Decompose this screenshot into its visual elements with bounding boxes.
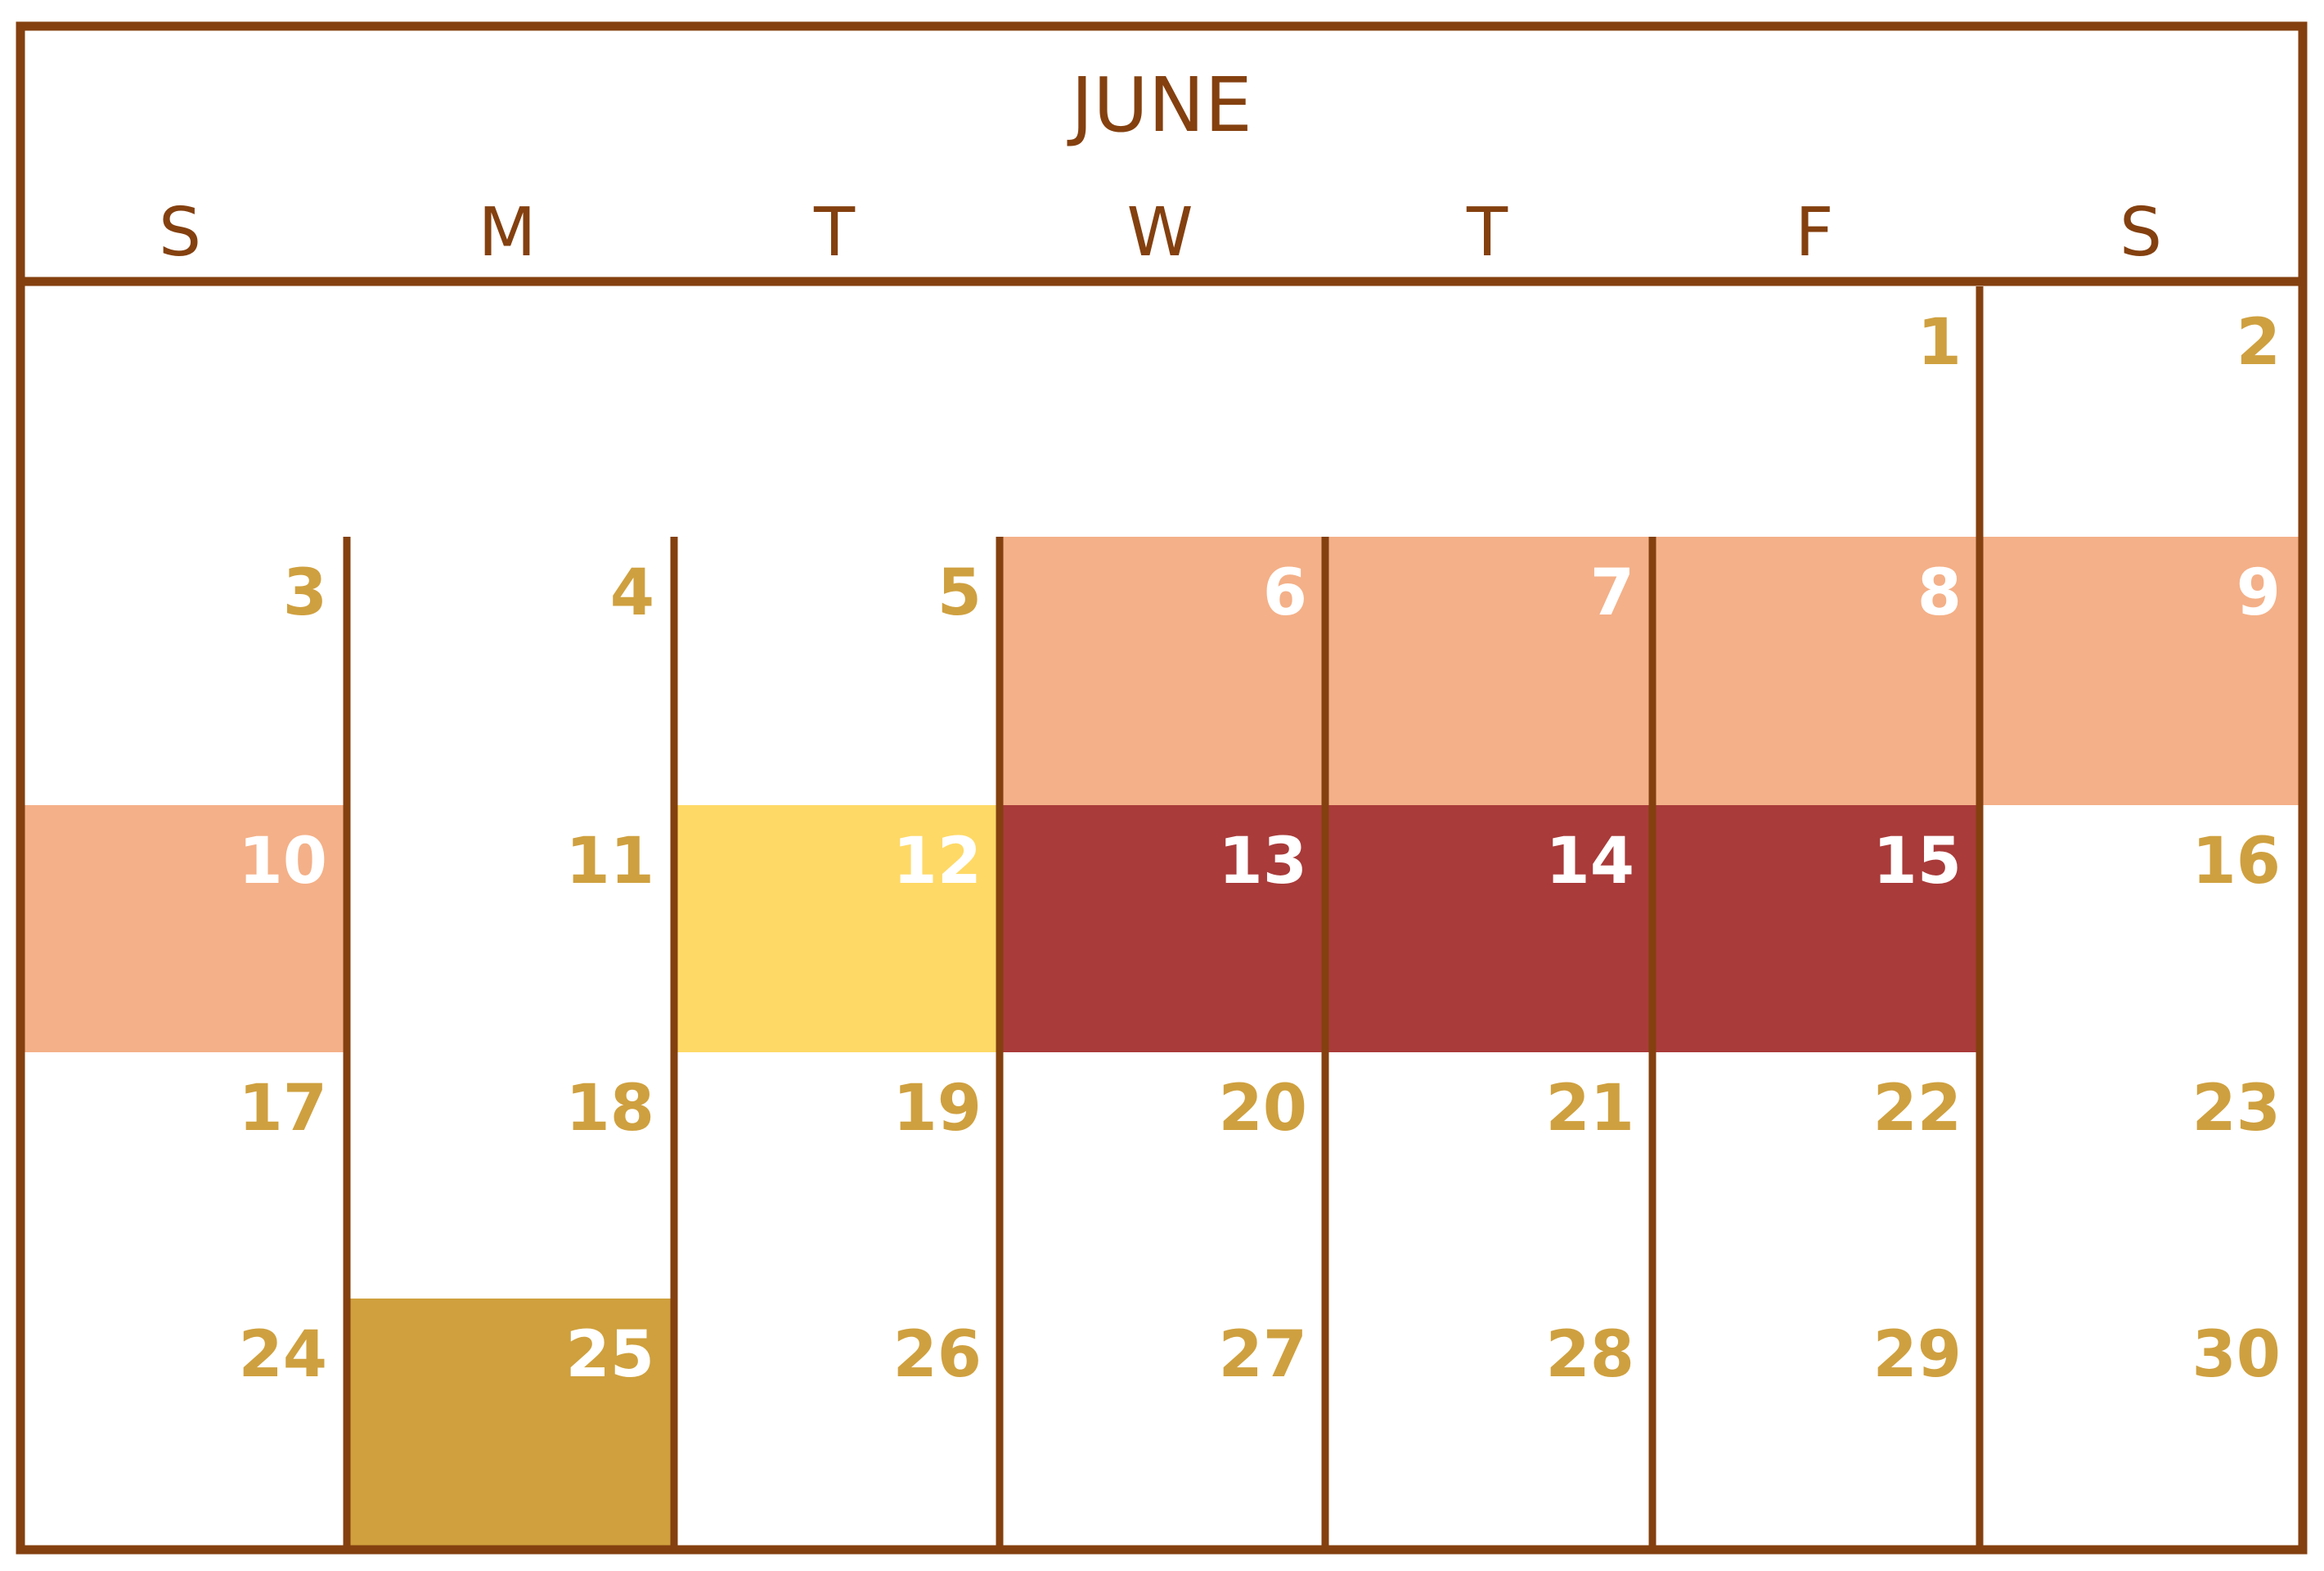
highlight-day-14 — [1325, 805, 1652, 1052]
day-21[interactable]: 21 — [1545, 1072, 1634, 1146]
day-22[interactable]: 22 — [1872, 1072, 1962, 1146]
day-8[interactable]: 8 — [1917, 556, 1962, 630]
day-15[interactable]: 15 — [1872, 825, 1962, 898]
month-title: JUNE — [1067, 61, 1252, 149]
day-30[interactable]: 30 — [2191, 1318, 2281, 1392]
weekday-label-5: F — [1795, 194, 1833, 272]
highlight-day-9 — [1980, 537, 2299, 805]
highlight-day-10 — [25, 805, 345, 1052]
day-23[interactable]: 23 — [2191, 1072, 2281, 1146]
day-28[interactable]: 28 — [1545, 1318, 1634, 1392]
weekday-label-4: T — [1466, 194, 1508, 272]
day-16[interactable]: 16 — [2191, 825, 2281, 898]
highlight-day-8 — [1652, 537, 1980, 805]
day-18[interactable]: 18 — [565, 1072, 654, 1146]
highlight-day-15 — [1652, 805, 1980, 1052]
day-6[interactable]: 6 — [1263, 556, 1307, 630]
highlight-day-6 — [1000, 537, 1325, 805]
day-19[interactable]: 19 — [892, 1072, 982, 1146]
highlight-day-12 — [672, 805, 1000, 1052]
day-13[interactable]: 13 — [1218, 825, 1307, 898]
day-7[interactable]: 7 — [1590, 556, 1634, 630]
day-1[interactable]: 1 — [1917, 306, 1962, 380]
day-24[interactable]: 24 — [238, 1318, 327, 1392]
day-27[interactable]: 27 — [1218, 1318, 1307, 1392]
day-20[interactable]: 20 — [1218, 1072, 1307, 1146]
weekday-label-2: T — [813, 194, 856, 272]
calendar-frame — [16, 21, 2308, 1555]
day-11[interactable]: 11 — [565, 825, 654, 898]
highlight-day-13 — [1000, 805, 1325, 1052]
day-29[interactable]: 29 — [1872, 1318, 1962, 1392]
day-17[interactable]: 17 — [238, 1072, 327, 1146]
day-5[interactable]: 5 — [937, 556, 982, 630]
day-26[interactable]: 26 — [892, 1318, 982, 1392]
grid-lines — [343, 286, 1984, 1550]
highlight-day-7 — [1325, 537, 1652, 805]
day-12[interactable]: 12 — [892, 825, 982, 898]
weekday-label-3: W — [1126, 194, 1193, 272]
day-4[interactable]: 4 — [610, 556, 654, 630]
day-2[interactable]: 2 — [2236, 306, 2281, 380]
weekday-label-0: S — [159, 194, 201, 272]
day-3[interactable]: 3 — [283, 556, 327, 630]
day-25[interactable]: 25 — [565, 1318, 654, 1392]
highlight-day-25 — [345, 1299, 672, 1546]
day-10[interactable]: 10 — [238, 825, 327, 898]
day-9[interactable]: 9 — [2236, 556, 2281, 630]
day-14[interactable]: 14 — [1545, 825, 1634, 898]
weekday-label-1: M — [479, 194, 537, 272]
weekday-label-6: S — [2119, 194, 2162, 272]
highlight-fills — [25, 537, 2299, 1546]
